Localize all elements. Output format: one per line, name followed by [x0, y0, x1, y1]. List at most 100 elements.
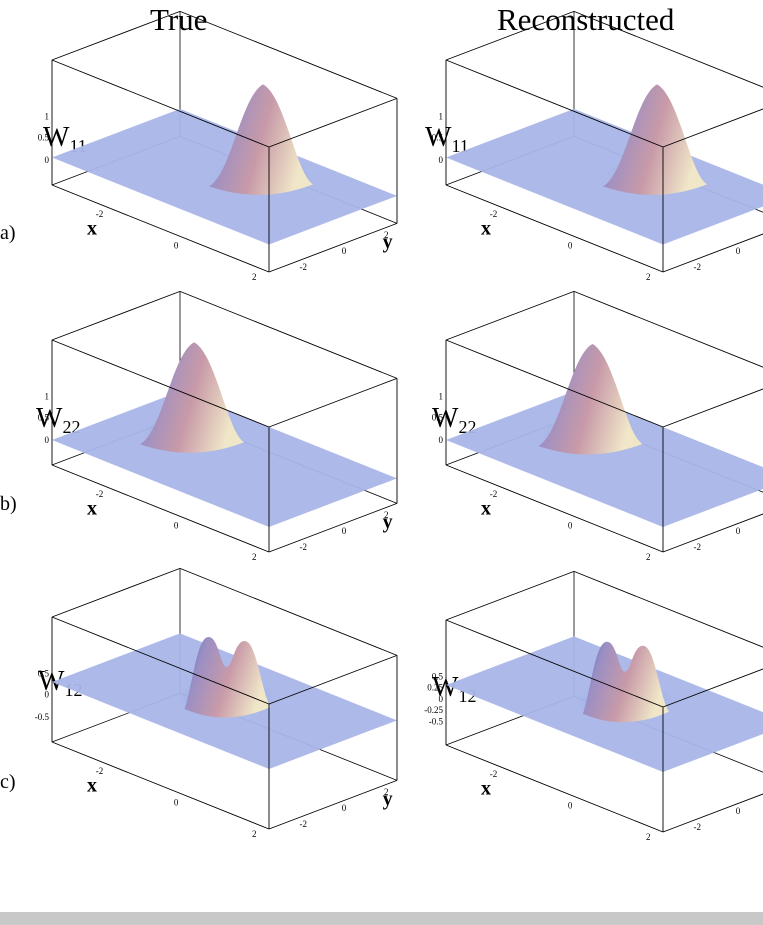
x-tick-label: 2 [646, 272, 651, 282]
x-tick-label: -2 [96, 766, 104, 776]
box-edge [662, 668, 763, 708]
x-tick-label: -2 [96, 209, 104, 219]
x-tick-label: 2 [252, 829, 256, 839]
x-axis-label: x [87, 218, 97, 240]
y-tick-label: 0 [342, 803, 347, 813]
box-edge [445, 464, 664, 553]
box-edge [268, 377, 398, 428]
y-tick-label: 0 [736, 806, 741, 816]
y-tick-label: -2 [693, 822, 701, 832]
z-tick-label: 0 [45, 155, 50, 165]
box-edge [445, 619, 664, 708]
y-tick-label: 0 [736, 526, 741, 536]
x-tick-label: 0 [568, 520, 573, 530]
y-tick-label: 0 [342, 526, 347, 536]
box-edge [51, 567, 181, 618]
y-tick-label: 2 [384, 787, 389, 797]
bottom-scroll-bar [0, 912, 763, 925]
z-tick-label: 0.5 [432, 133, 444, 143]
box-edge [268, 654, 398, 705]
z-tick-label: -0.25 [424, 705, 443, 715]
x-tick-label: -2 [490, 489, 498, 499]
box-edge [445, 744, 664, 833]
z-tick-label: -0.5 [35, 712, 50, 722]
y-axis-label: y [383, 511, 393, 533]
box-edge [51, 10, 181, 61]
x-tick-label: 2 [646, 552, 651, 562]
x-tick-label: 2 [646, 832, 651, 842]
box-edge [573, 10, 763, 88]
z-tick-label: 0 [439, 155, 444, 165]
x-axis-label: x [87, 498, 97, 520]
y-tick-label: -2 [299, 819, 307, 829]
row-label-a: a) [0, 222, 16, 244]
box-edge [662, 233, 763, 273]
z-tick-label: 0.5 [38, 133, 50, 143]
box-edge [51, 290, 181, 341]
box-edge [179, 290, 398, 379]
x-tick-label: -2 [490, 769, 498, 779]
z-tick-label: 0.5 [38, 413, 50, 423]
z-tick-label: 1 [439, 391, 444, 401]
surface-plot-w12-true: 0.5 0 -0.5 -2 0 2 x 2 0 -2 y [35, 567, 398, 839]
y-tick-label: 2 [384, 230, 389, 240]
box-edge [179, 567, 398, 656]
box-edge [51, 741, 270, 830]
box-edge [179, 10, 398, 99]
box-edge [662, 388, 763, 428]
box-edge [445, 10, 575, 61]
row-label-c: c) [0, 771, 16, 793]
box-edge [573, 290, 763, 368]
y-tick-label: -2 [299, 262, 307, 272]
surface-peak [538, 343, 643, 455]
box-edge [51, 464, 270, 553]
box-edge [445, 290, 575, 341]
x-tick-label: -2 [96, 489, 104, 499]
box-edge [51, 339, 270, 428]
box-edge [573, 570, 763, 648]
x-tick-label: 0 [568, 240, 573, 250]
x-axis-label: x [481, 778, 491, 800]
surface-plane [446, 391, 763, 527]
column-title-reconstructed: Reconstructed [497, 2, 675, 37]
row-label-b: b) [0, 493, 17, 515]
box-edge [445, 184, 664, 273]
z-tick-label: 1 [45, 391, 50, 401]
box-edge [445, 59, 664, 148]
y-tick-label: 2 [384, 510, 389, 520]
z-tick-label: 1 [439, 111, 444, 121]
x-tick-label: -2 [490, 209, 498, 219]
z-tick-label: 0 [45, 690, 50, 700]
box-edge [662, 513, 763, 553]
z-tick-label: 0 [439, 435, 444, 445]
x-tick-label: 0 [174, 797, 179, 807]
x-tick-label: 0 [568, 800, 573, 810]
box-edge [662, 793, 763, 833]
y-tick-label: 0 [342, 246, 347, 256]
y-tick-label: -2 [299, 542, 307, 552]
z-tick-label: 1 [45, 111, 50, 121]
z-tick-label: 0 [439, 694, 444, 704]
x-tick-label: 2 [252, 272, 256, 282]
x-tick-label: 0 [174, 240, 179, 250]
surface-peak [184, 637, 271, 718]
x-axis-label: x [481, 218, 491, 240]
y-tick-label: -2 [693, 262, 701, 272]
surface-plot-w11-true: 1 0.5 0 -2 0 2 x 2 0 -2 y [38, 10, 398, 282]
box-edge [51, 616, 270, 705]
z-tick-label: 0.5 [432, 413, 444, 423]
z-tick-label: -0.5 [429, 716, 444, 726]
box-edge [268, 779, 398, 830]
x-axis-label: x [481, 498, 491, 520]
y-axis-label: y [383, 788, 393, 810]
y-axis-label: y [383, 231, 393, 253]
x-tick-label: 2 [252, 552, 256, 562]
surface-plot-w22-true: 1 0.5 0 -2 0 2 x 2 0 -2 y [38, 290, 398, 562]
box-edge [662, 108, 763, 148]
surface-peak [209, 84, 314, 195]
z-tick-label: 0 [45, 435, 50, 445]
